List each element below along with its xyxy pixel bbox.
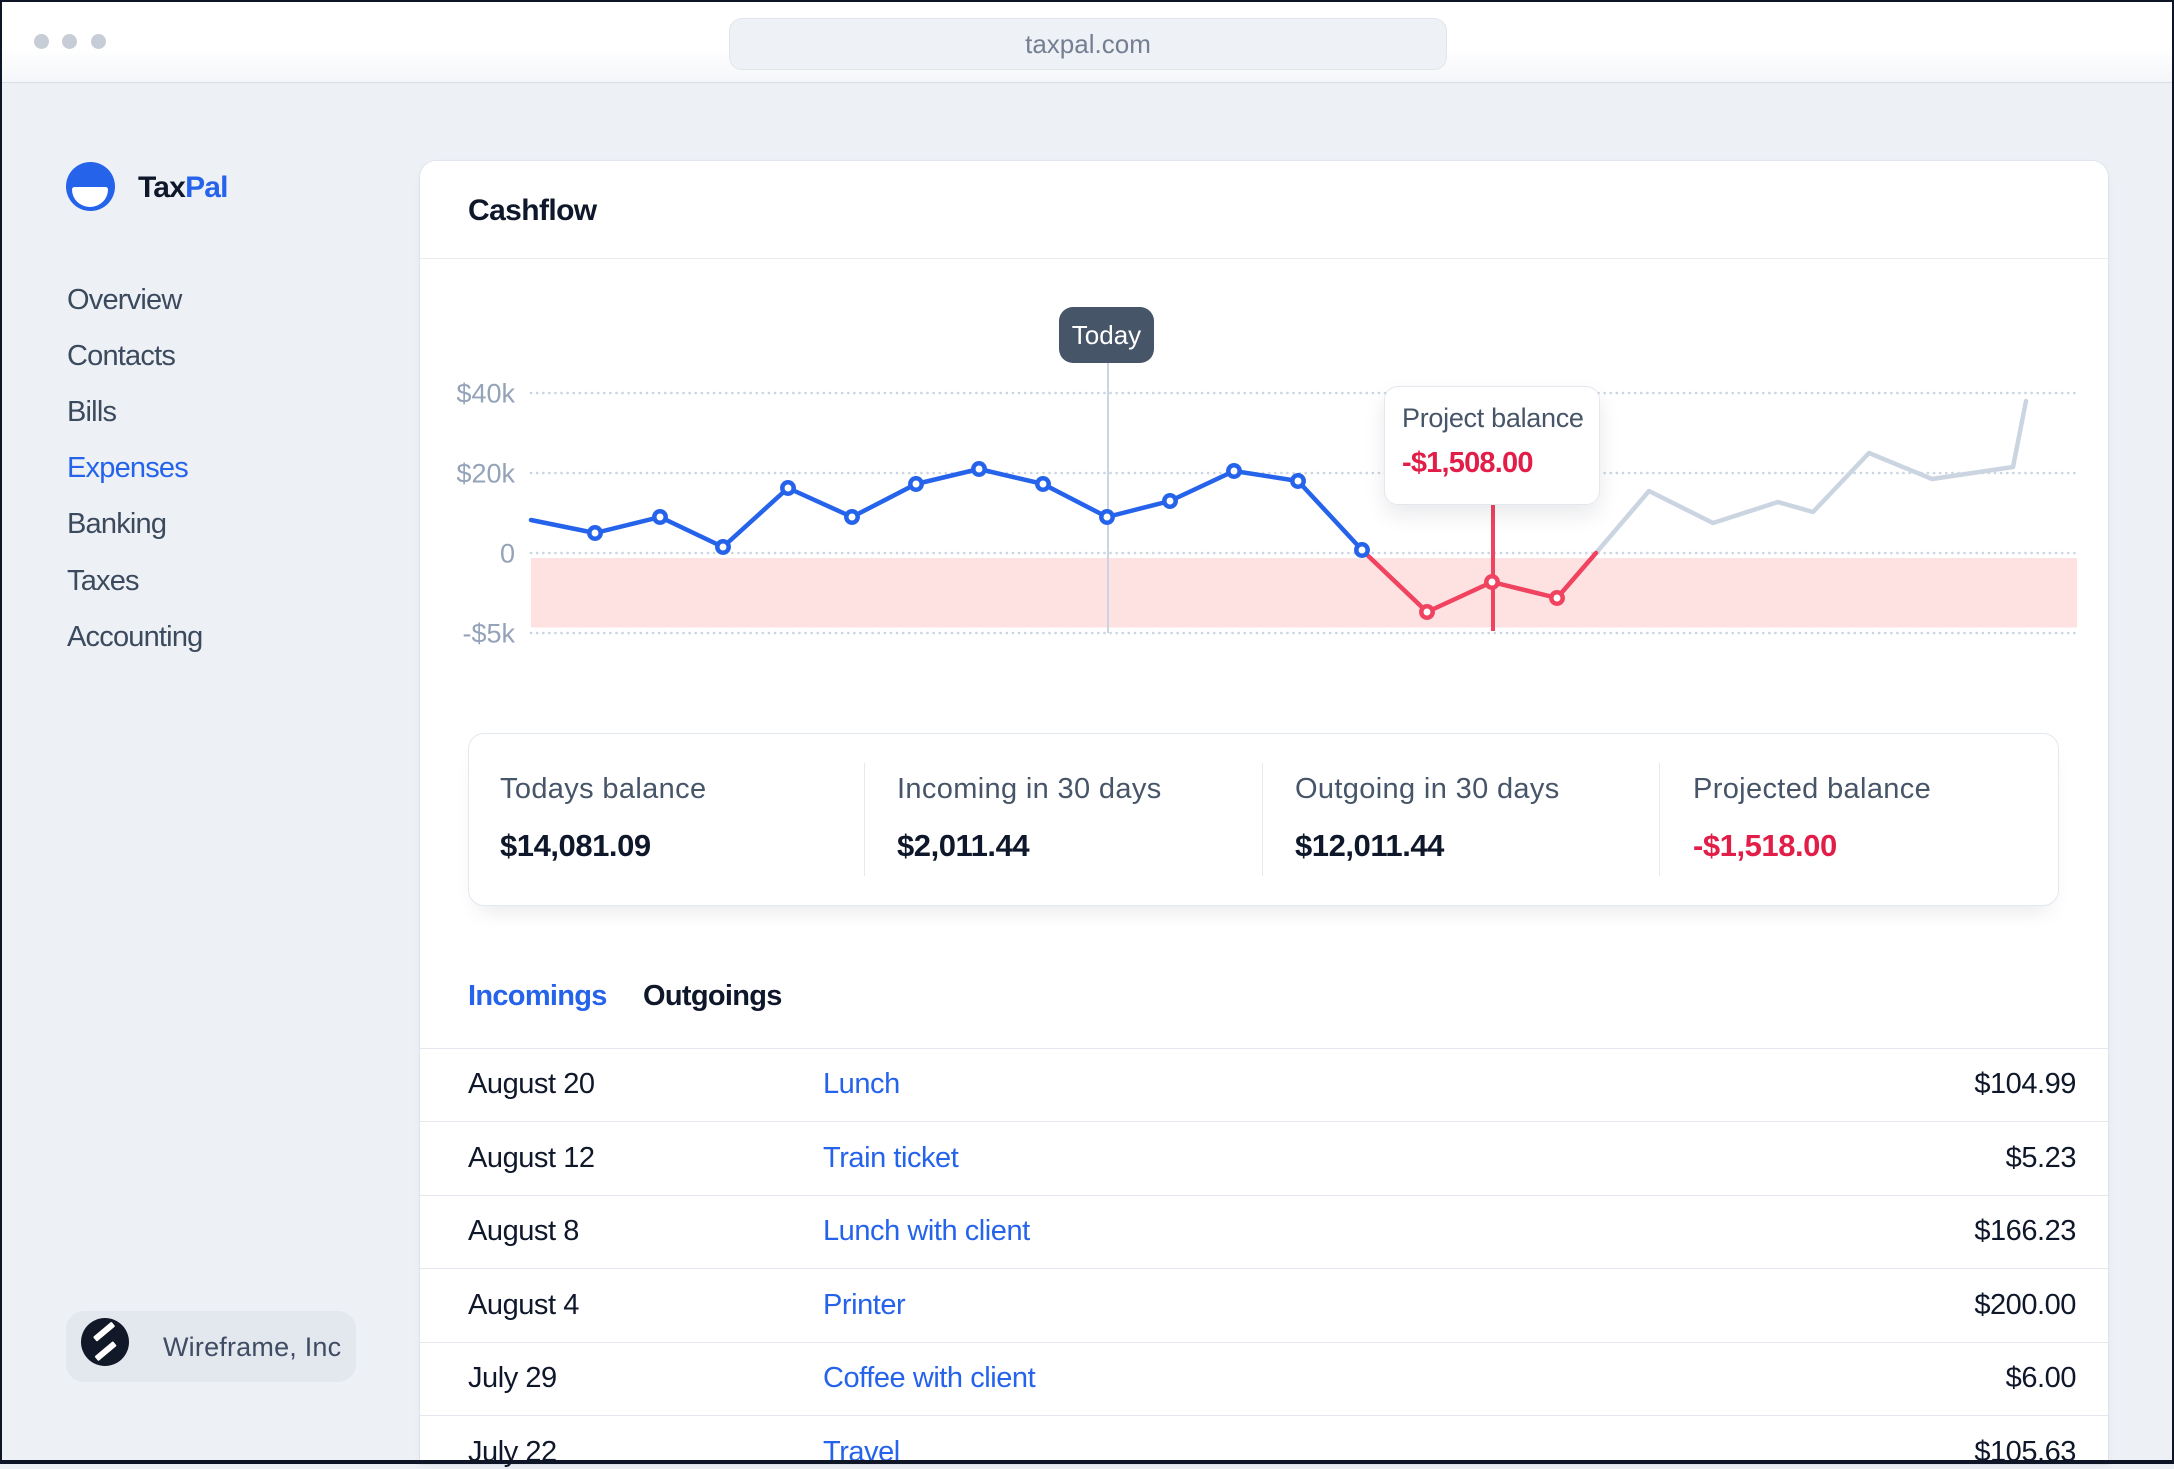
svg-text:-$5k: -$5k — [462, 619, 515, 649]
svg-text:$20k: $20k — [456, 459, 515, 489]
svg-text:$40k: $40k — [456, 379, 515, 409]
svg-text:0: 0 — [500, 539, 515, 569]
